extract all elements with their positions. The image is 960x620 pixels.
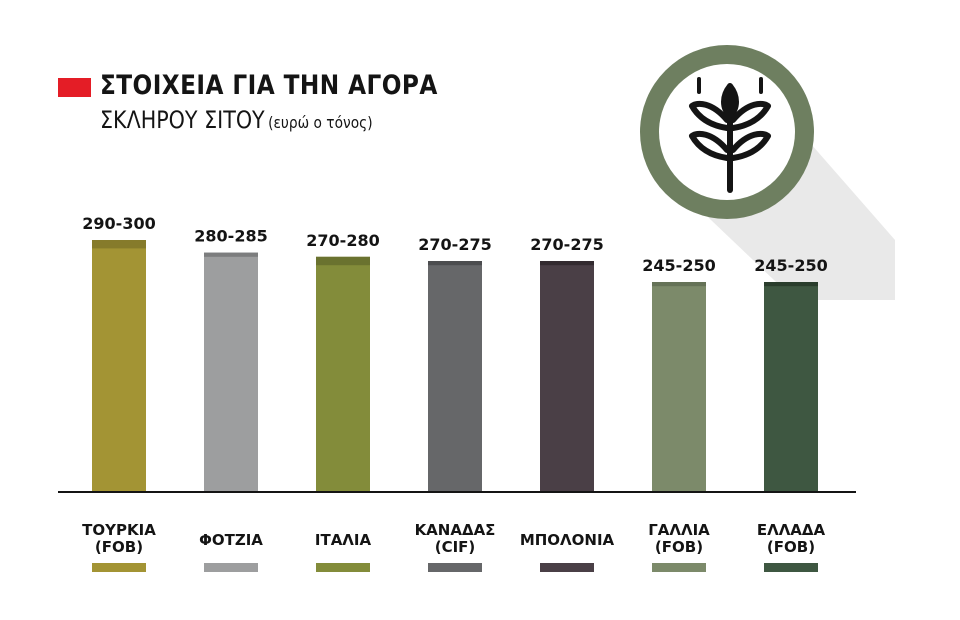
bar-group: 245-250 ΓΑΛΛΙΑ(FOB) xyxy=(642,256,716,572)
bar-value-label: 270-275 xyxy=(418,235,491,254)
legend-swatch xyxy=(652,563,706,572)
category-label: ΦΟΤΖΙΑ xyxy=(199,531,263,549)
bar-value-label: 270-275 xyxy=(530,235,603,254)
category-label: ΙΤΑΛΙΑ xyxy=(315,531,372,549)
legend-swatch xyxy=(204,563,258,572)
bar-range-cap xyxy=(540,261,594,266)
bar-range-cap xyxy=(428,261,482,266)
bar-range-cap xyxy=(316,256,370,266)
category-label: ΤΟΥΡΚΙΑ xyxy=(82,521,156,539)
wheat-icon xyxy=(640,45,895,300)
bar-range-cap xyxy=(652,282,706,287)
bar-value-label: 270-280 xyxy=(306,231,379,250)
bar-value-label: 280-285 xyxy=(194,227,267,246)
category-label: ΓΑΛΛΙΑ xyxy=(648,521,710,539)
legend-swatch xyxy=(316,563,370,572)
bar-group: 270-280 ΙΤΑΛΙΑ xyxy=(306,231,380,572)
bar xyxy=(652,282,706,492)
category-label: (FOB) xyxy=(767,538,815,556)
bar-group: 290-300 ΤΟΥΡΚΙΑ(FOB) xyxy=(82,214,156,572)
category-label: ΕΛΛΑΔΑ xyxy=(757,521,826,539)
bar-group: 270-275 ΚΑΝΑΔΑΣ(CIF) xyxy=(415,235,496,572)
chart-subtitle: ΣΚΛΗΡΟΥ ΣΙΤΟΥ (ευρώ ο τόνος) xyxy=(100,106,373,134)
bar-group: 280-285 ΦΟΤΖΙΑ xyxy=(194,227,268,572)
chart-title: ΣΤΟΙΧΕΙΑ ΓΙΑ ΤΗΝ ΑΓΟΡΑ xyxy=(100,70,438,101)
category-label: (CIF) xyxy=(435,538,476,556)
bar xyxy=(316,256,370,492)
category-label: ΜΠΟΛΟΝΙΑ xyxy=(520,531,615,549)
legend-swatch xyxy=(92,563,146,572)
category-label: ΚΑΝΑΔΑΣ xyxy=(415,521,496,539)
bar xyxy=(204,252,258,492)
bar-range-cap xyxy=(204,252,258,257)
legend-swatch xyxy=(540,563,594,572)
bar-value-label: 245-250 xyxy=(754,256,827,275)
bars-layer: 290-300ΤΟΥΡΚΙΑ(FOB)280-285ΦΟΤΖΙΑ270-280Ι… xyxy=(82,214,828,572)
bar-group: 245-250 ΕΛΛΑΔΑ(FOB) xyxy=(754,256,828,572)
bar xyxy=(540,261,594,492)
bar-range-cap xyxy=(92,240,146,249)
wheat-shape xyxy=(689,83,771,193)
bar-range-cap xyxy=(764,282,818,287)
legend-swatch xyxy=(764,563,818,572)
bar xyxy=(428,261,482,492)
title-marker xyxy=(58,78,91,97)
legend-swatch xyxy=(428,563,482,572)
category-label: (FOB) xyxy=(95,538,143,556)
bar xyxy=(764,282,818,492)
bar-value-label: 290-300 xyxy=(82,214,155,233)
bar xyxy=(92,240,146,492)
bar-value-label: 245-250 xyxy=(642,256,715,275)
bar-group: 270-275 ΜΠΟΛΟΝΙΑ xyxy=(520,235,615,572)
chart-subtitle-text: ΣΚΛΗΡΟΥ ΣΙΤΟΥ xyxy=(100,106,265,134)
category-label: (FOB) xyxy=(655,538,703,556)
unit-label: (ευρώ ο τόνος) xyxy=(268,113,373,132)
